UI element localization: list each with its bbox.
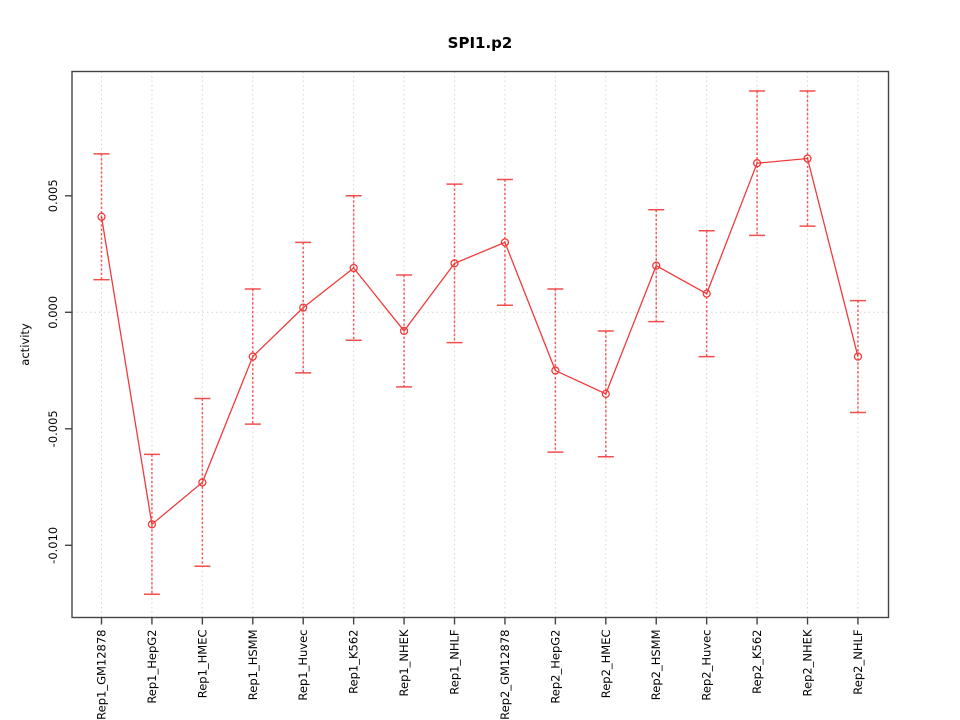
error-bar bbox=[93, 153, 110, 281]
y-tick-label: -0.010 bbox=[46, 527, 60, 564]
y-tick-label: 0.005 bbox=[46, 179, 60, 212]
x-tick-label: Rep2_HMEC bbox=[599, 630, 613, 699]
x-tick-label: Rep2_GM12878 bbox=[498, 630, 512, 720]
error-bar bbox=[295, 241, 312, 374]
data-point bbox=[500, 238, 510, 247]
x-tick-label: Rep1_K562 bbox=[347, 630, 361, 694]
x-tick-label: Rep2_NHEK bbox=[801, 629, 815, 696]
y-axis-label: activity bbox=[18, 323, 32, 366]
x-tick-label: Rep2_Huvec bbox=[700, 630, 714, 701]
error-bar bbox=[396, 274, 413, 388]
x-tick-label: Rep1_HepG2 bbox=[145, 630, 159, 704]
error-bar bbox=[648, 209, 665, 323]
data-point bbox=[147, 520, 157, 529]
data-point bbox=[551, 366, 560, 375]
grid-layer bbox=[72, 71, 889, 618]
data-point bbox=[97, 212, 106, 221]
x-tick-label: Rep2_HepG2 bbox=[548, 630, 562, 704]
data-point bbox=[601, 389, 610, 399]
x-tick-label: Rep1_Huvec bbox=[296, 630, 310, 701]
y-tick-label: -0.005 bbox=[46, 410, 60, 447]
data-point bbox=[803, 154, 812, 163]
data-point bbox=[652, 261, 661, 270]
x-tick-label: Rep1_NHEK bbox=[397, 629, 411, 696]
data-point bbox=[752, 159, 762, 168]
data-point bbox=[248, 352, 257, 361]
error-bar bbox=[143, 453, 160, 595]
data-point bbox=[299, 303, 308, 312]
error-bar bbox=[849, 299, 866, 414]
x-tick-label: Rep1_HMEC bbox=[195, 630, 209, 699]
data-point bbox=[399, 326, 409, 336]
x-tick-label: Rep1_NHLF bbox=[448, 630, 462, 695]
data-point bbox=[853, 352, 863, 361]
axes-layer: 0.005 0.000 -0.005 -0.010 Rep1_GM12878 Rep1_H… bbox=[46, 70, 890, 720]
plot-border bbox=[71, 70, 890, 619]
data-layer bbox=[93, 90, 866, 595]
series-line bbox=[100, 157, 859, 526]
y-tick-label: 0.000 bbox=[46, 296, 60, 329]
x-tick-label: Rep2_HSMM bbox=[649, 630, 663, 701]
x-tick-label: Rep2_NHLF bbox=[851, 630, 865, 695]
data-point bbox=[450, 259, 459, 268]
chart-title: SPI1.p2 bbox=[448, 34, 513, 52]
data-point bbox=[349, 263, 358, 273]
data-point bbox=[702, 289, 711, 298]
x-tick-label: Rep1_HSMM bbox=[246, 630, 260, 701]
data-point bbox=[198, 478, 207, 487]
x-tick-label: Rep2_K562 bbox=[750, 630, 764, 694]
x-tick-label: Rep1_GM12878 bbox=[95, 630, 109, 720]
